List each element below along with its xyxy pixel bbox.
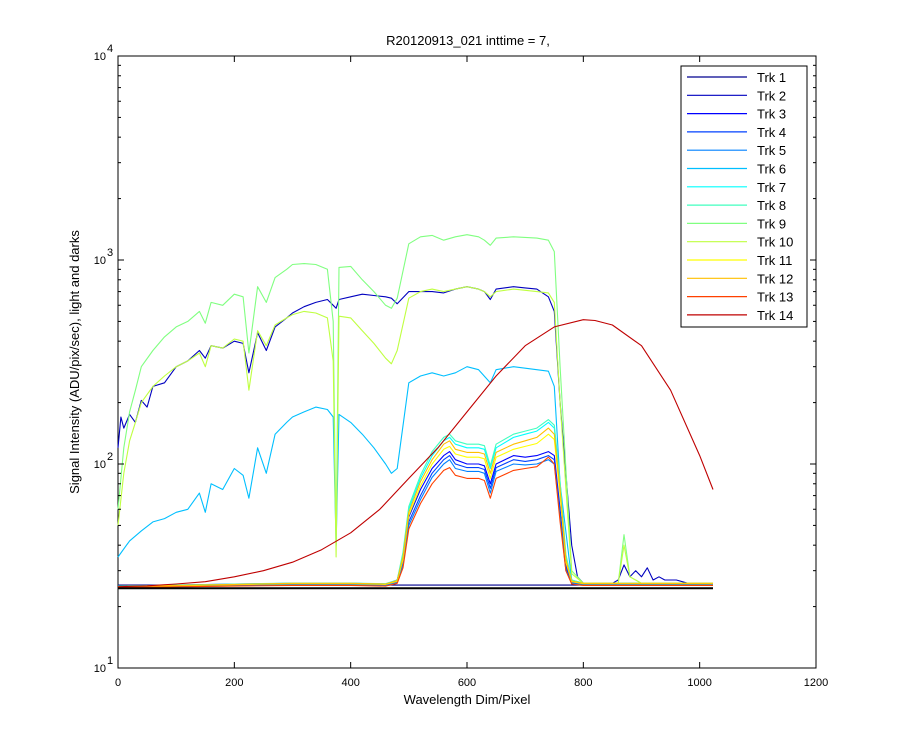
y-tick-label: 10 (94, 663, 106, 675)
series-line-trk-6 (117, 366, 713, 584)
legend-label: Trk 6 (757, 162, 786, 177)
series-line-trk-13 (117, 456, 713, 589)
legend-label: Trk 1 (757, 70, 786, 85)
chart-title: R20120913_021 inttime = 7, (386, 33, 550, 48)
x-axis-label: Wavelength Dim/Pixel (404, 692, 531, 707)
series-line-trk-10 (117, 286, 713, 584)
x-tick-label: 200 (225, 677, 243, 689)
legend-label: Trk 12 (757, 271, 793, 286)
y-tick-label: 10 (94, 255, 106, 267)
legend-label: Trk 13 (757, 290, 793, 305)
x-tick-label: 800 (574, 677, 592, 689)
series-line-trk-9 (117, 234, 713, 584)
legend-label: Trk 3 (757, 107, 786, 122)
legend-box (680, 65, 808, 328)
y-axis-label: Signal Intensity (ADU/pix/sec), light an… (67, 230, 82, 494)
y-tick-exponent: 2 (107, 451, 113, 463)
x-tick-label: 1200 (804, 677, 828, 689)
y-tick-exponent: 3 (107, 247, 113, 259)
x-tick-label: 0 (115, 677, 121, 689)
series-layer (117, 234, 714, 590)
series-line-trk-12 (117, 427, 713, 588)
legend-label: Trk 10 (757, 235, 793, 250)
legend-label: Trk 9 (757, 216, 786, 231)
y-tick-exponent: 4 (107, 43, 113, 55)
x-tick-label: 600 (458, 677, 476, 689)
legend-items: Trk 1 Trk 2 Trk 3 Trk 4 Trk 5 Trk 6 Trk 7 Trk 8… (687, 70, 793, 323)
legend-label: Trk 8 (757, 198, 786, 213)
legend-label: Trk 11 (757, 253, 792, 268)
series-line-trk-14 (117, 319, 714, 588)
legend-label: Trk 7 (757, 180, 786, 195)
legend-label: Trk 5 (757, 143, 786, 158)
legend-label: Trk 2 (757, 88, 786, 103)
series-line-trk-2 (117, 286, 713, 584)
legend-label: Trk 4 (757, 125, 786, 140)
y-tick-label: 10 (94, 51, 106, 63)
x-axis-ticks: 0 200 400 600 800 1000 1200 (115, 56, 828, 689)
y-tick-exponent: 1 (107, 655, 113, 667)
legend: Trk 1 Trk 2 Trk 3 Trk 4 Trk 5 Trk 6 Trk 7 Trk 8… (680, 65, 808, 328)
x-tick-label: 1000 (687, 677, 711, 689)
y-tick-label: 10 (94, 459, 106, 471)
legend-label: Trk 14 (757, 308, 793, 323)
x-tick-label: 400 (341, 677, 359, 689)
